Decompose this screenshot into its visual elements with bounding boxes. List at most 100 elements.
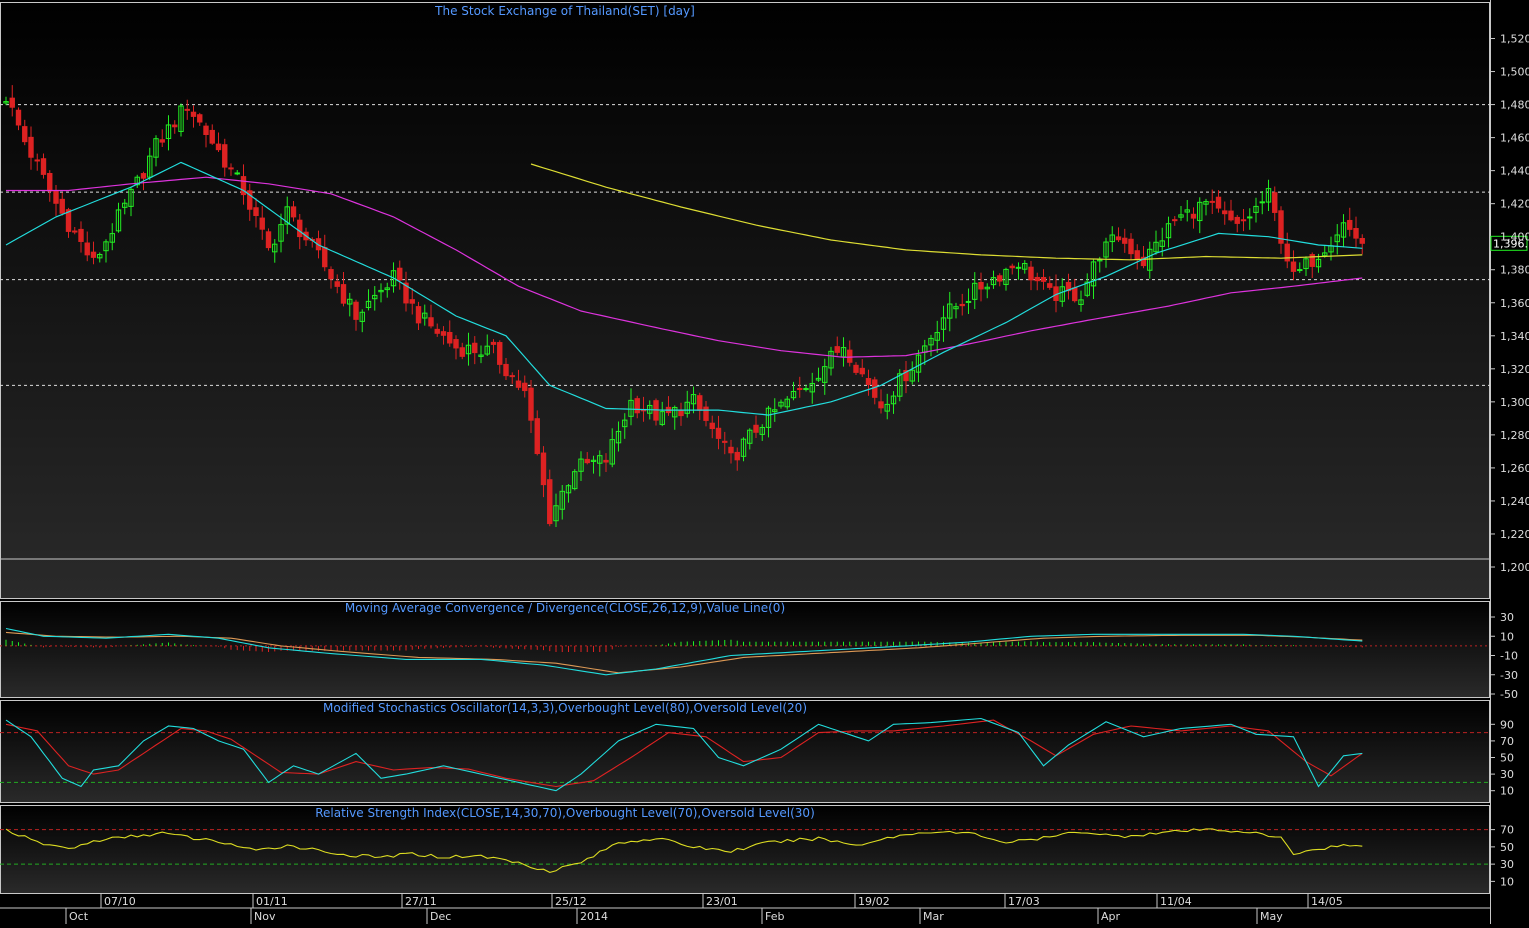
candle-body: [1347, 219, 1353, 230]
candle-body: [572, 471, 578, 490]
month-tick-label: Oct: [69, 910, 89, 923]
candle-body: [372, 294, 378, 300]
candle-body: [103, 241, 109, 252]
candle-body: [590, 459, 597, 462]
candle-body: [1315, 258, 1322, 268]
candle-body: [784, 398, 790, 408]
candle-body: [1165, 223, 1172, 239]
macd-signal-line: [5, 631, 1363, 674]
candle-body: [828, 350, 834, 369]
candle-body: [803, 388, 809, 391]
date-tick-label: 11/04: [1160, 895, 1192, 908]
candle-body: [497, 342, 503, 365]
ma-mid-line: [6, 176, 1363, 358]
y-tick-label: 30: [1500, 611, 1514, 624]
candle-body: [1022, 263, 1028, 270]
candle-body: [1247, 216, 1253, 219]
date-tick-label: 19/02: [858, 895, 890, 908]
y-tick-label: 10: [1500, 785, 1514, 798]
y-tick-label: 70: [1500, 824, 1514, 837]
candle-body: [815, 377, 822, 381]
candle-body: [465, 344, 472, 355]
candle-body: [909, 369, 915, 382]
candle-body: [515, 380, 522, 388]
candle-body: [553, 505, 559, 522]
candle-body: [1159, 240, 1165, 247]
candle-body: [65, 209, 72, 232]
candle-body: [534, 418, 540, 455]
candle-body: [1278, 210, 1284, 244]
candle-body: [478, 354, 484, 357]
candle-body: [1115, 236, 1122, 241]
date-tick-label: 25/12: [555, 895, 587, 908]
y-tick-label: 1,340: [1500, 330, 1529, 343]
month-tick-label: 2014: [580, 910, 608, 923]
candle-body: [222, 144, 228, 168]
macd-pane-background: [0, 601, 1490, 698]
candle-body: [884, 403, 890, 412]
candle-body: [209, 129, 215, 144]
candle-body: [1303, 258, 1309, 270]
candle-body: [959, 303, 965, 307]
candle-body: [1097, 259, 1103, 262]
y-tick-label: 50: [1500, 841, 1514, 854]
candle-body: [78, 228, 84, 242]
y-tick-label: 1,320: [1500, 363, 1529, 376]
candle-body: [153, 138, 159, 158]
main-pane-background: [0, 2, 1490, 599]
month-tick-label: Apr: [1101, 910, 1121, 923]
candle-body: [547, 479, 553, 525]
candle-body: [53, 190, 59, 204]
y-tick-label: 1,260: [1500, 462, 1529, 475]
candle-body: [109, 233, 115, 243]
ma-slow-line: [530, 163, 1363, 261]
date-tick-label: 27/11: [405, 895, 437, 908]
candle-body: [1297, 269, 1303, 272]
candle-body: [1015, 266, 1022, 269]
candle-body: [9, 97, 15, 108]
candle-body: [1309, 254, 1315, 267]
candle-body: [609, 439, 615, 465]
candle-body: [1359, 237, 1365, 244]
y-tick-label: 1,200: [1500, 561, 1529, 574]
candle-body: [172, 124, 178, 128]
y-tick-label: 1,460: [1500, 132, 1529, 145]
last-price-box: [1490, 235, 1528, 251]
stoch-pane-border: [0, 700, 1490, 803]
candle-body: [265, 231, 272, 249]
candle-body: [490, 341, 497, 345]
candle-body: [872, 379, 878, 398]
rsi-line: [5, 828, 1363, 873]
candle-body: [1122, 237, 1128, 244]
candle-body: [578, 458, 584, 472]
candle-body: [659, 411, 665, 425]
candle-body: [272, 243, 278, 253]
candle-body: [328, 269, 334, 280]
rsi-title: Relative Strength Index(CLOSE,14,30,70),…: [315, 806, 815, 820]
candle-body: [997, 275, 1003, 282]
candle-body: [615, 430, 622, 444]
candle-body: [297, 219, 303, 238]
candle-body: [203, 125, 209, 136]
macd-title: Moving Average Convergence / Divergence(…: [345, 601, 785, 615]
candle-body: [1028, 266, 1034, 281]
candle-body: [428, 317, 434, 327]
candle-body: [1322, 252, 1328, 257]
candle-body: [859, 367, 865, 375]
candle-body: [378, 289, 384, 293]
candle-body: [509, 375, 515, 378]
candle-body: [584, 458, 590, 464]
candle-body: [965, 300, 972, 303]
candle-body: [603, 459, 609, 463]
candle-body: [1078, 299, 1084, 305]
stoch-k-line: [5, 717, 1363, 792]
candle-body: [1147, 248, 1153, 271]
date-tick-label: 07/10: [104, 895, 136, 908]
date-tick-label: 01/11: [256, 895, 288, 908]
candle-body: [790, 390, 797, 399]
candle-body: [1190, 213, 1197, 219]
candle-body: [1253, 205, 1259, 213]
candle-body: [322, 247, 328, 268]
date-tick-label: 23/01: [706, 895, 738, 908]
